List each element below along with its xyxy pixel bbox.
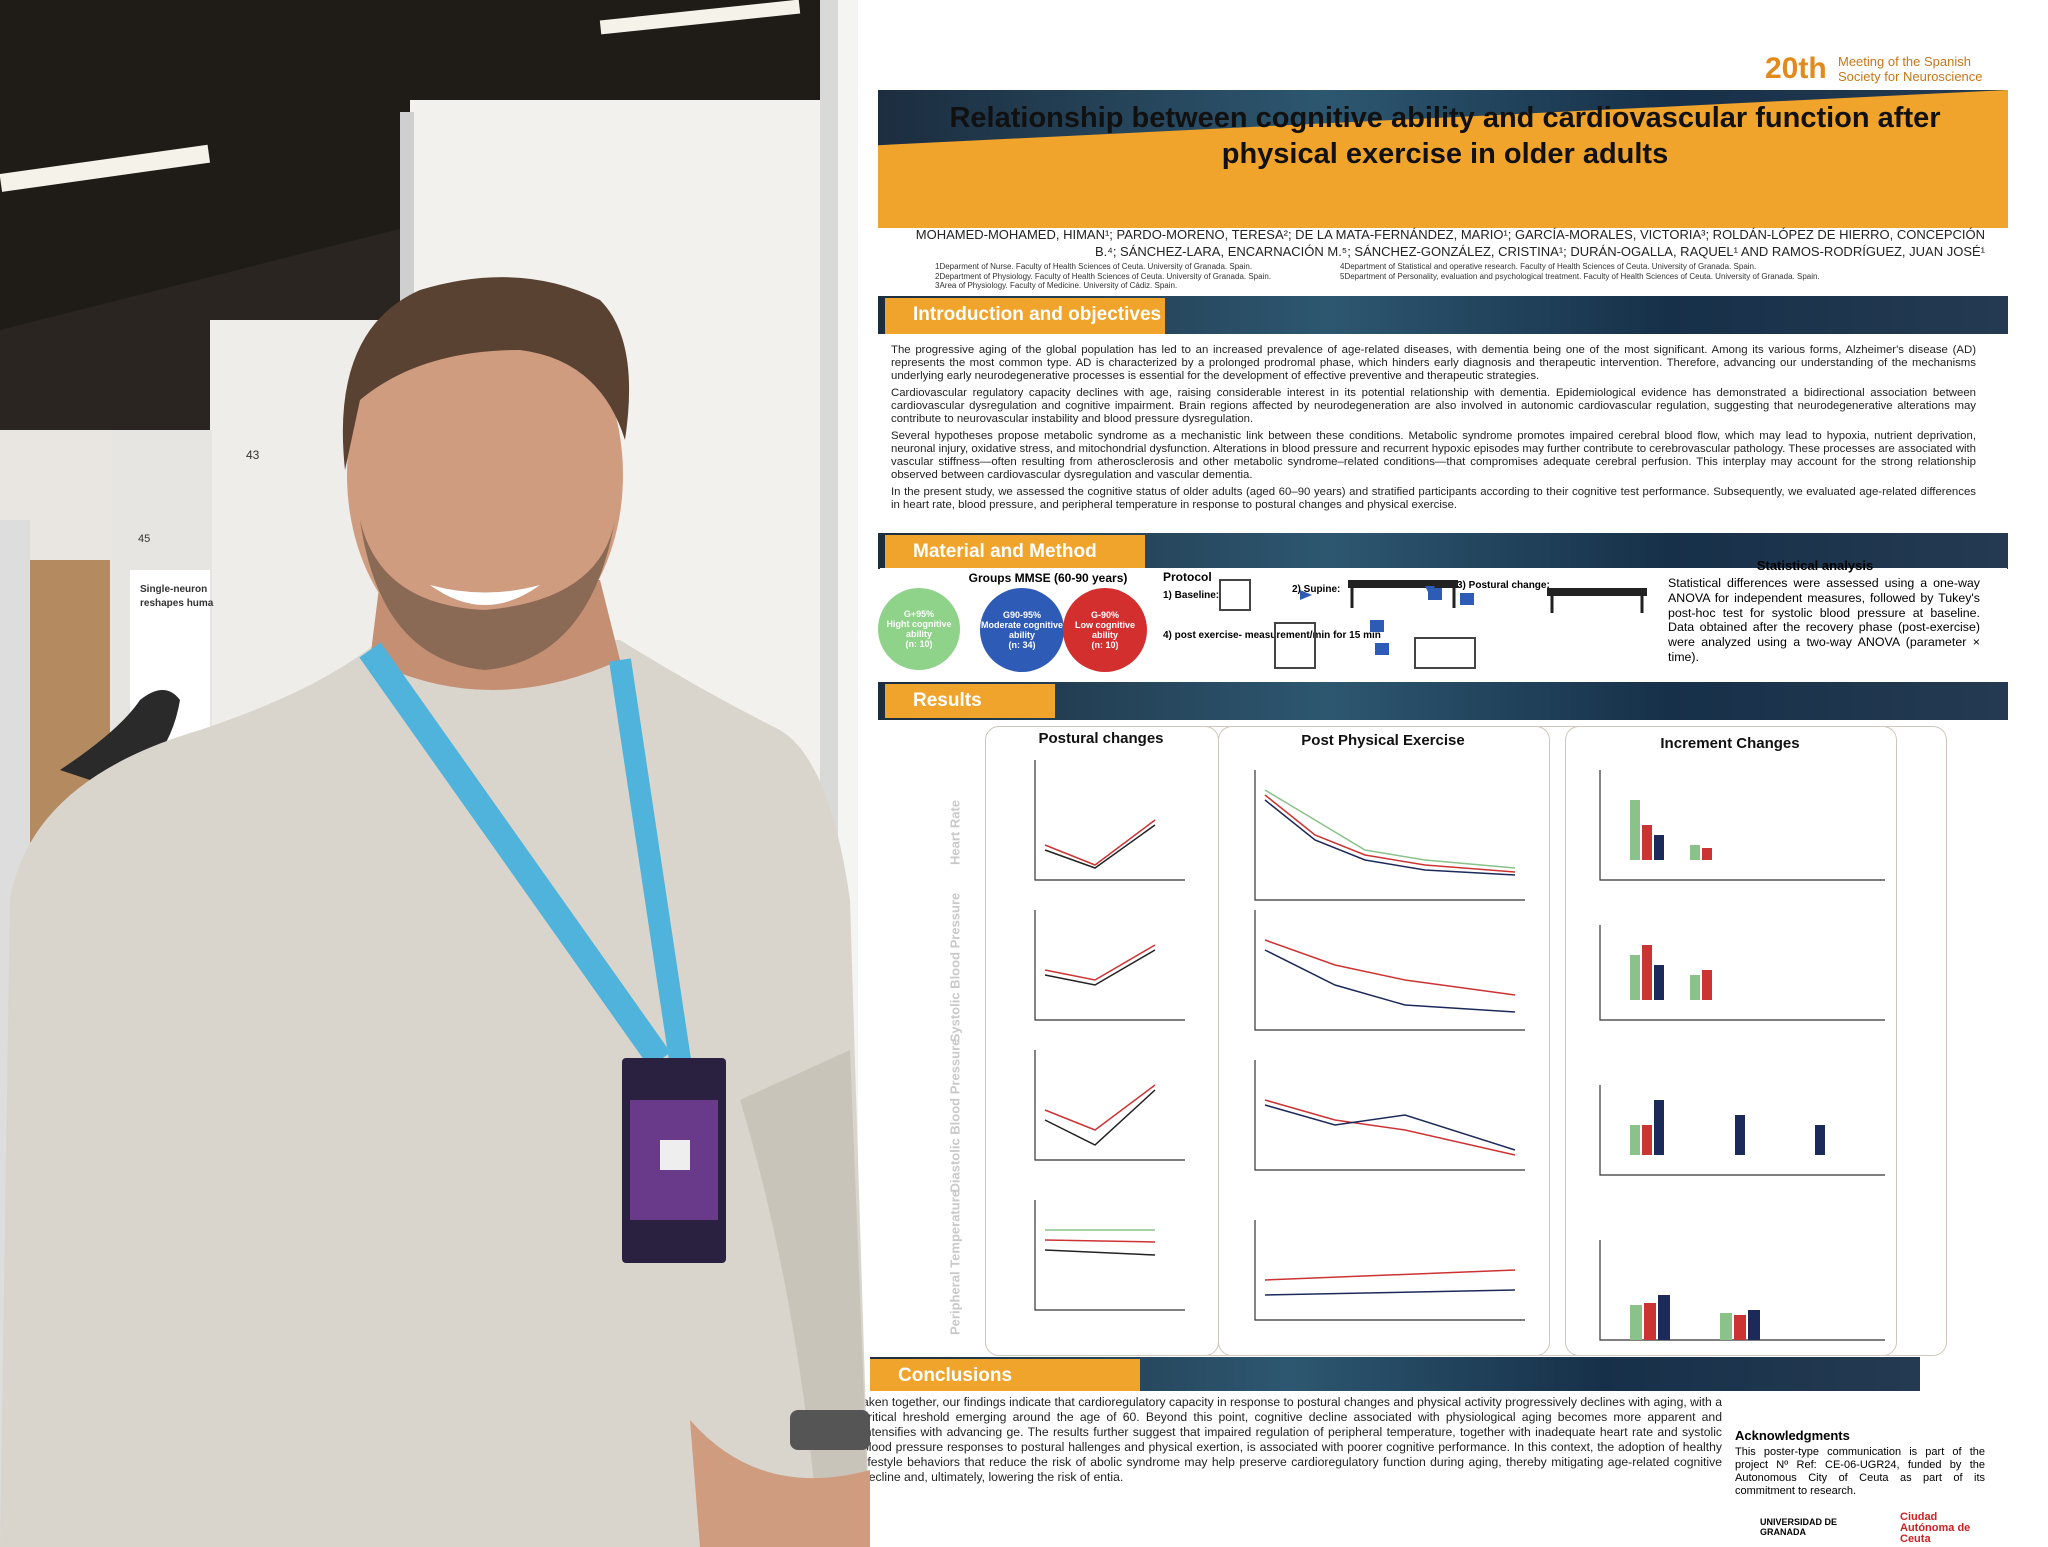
column-title: Postural changes: [1038, 730, 1164, 747]
logo-ugr: UNIVERSIDAD DE GRANADA: [1760, 1517, 1838, 1537]
affiliation: 1Deparment of Nurse. Faculty of Health S…: [935, 262, 1253, 271]
conclusions-text: aken together, our findings indicate tha…: [862, 1395, 1722, 1484]
paragraph: Cardiovascular regulatory capacity decli…: [891, 387, 1976, 425]
stats-text: Statistical differences were assessed us…: [1668, 576, 1980, 664]
affiliations: 1Deparment of Nurse. Faculty of Health S…: [935, 262, 1355, 291]
group-label: Moderate cognitive ability: [980, 620, 1063, 640]
section-heading: Results: [885, 684, 1055, 718]
meeting-name: Meeting of the Spanish Society for Neuro…: [1838, 54, 1983, 84]
group-label: Low cognitive ability: [1074, 620, 1135, 640]
group-code: G-90%: [1090, 610, 1119, 620]
section-heading: Conclusions: [870, 1359, 1140, 1391]
affiliations: 4Department of Statistical and operative…: [1340, 262, 1900, 281]
neighbor-title: reshapes huma: [140, 598, 214, 609]
paragraph: The progressive aging of the global popu…: [891, 344, 1976, 382]
poster-title: Relationship between cognitive ability a…: [949, 102, 1941, 170]
results-column: [985, 726, 1219, 1356]
group-label: Hight cognitive ability: [886, 619, 952, 639]
logo-ceuta: Ciudad Autónoma de Ceuta: [1900, 1511, 1971, 1545]
group-circle: G-90% Low cognitive ability (n: 10): [1063, 588, 1147, 672]
paragraph: Several hypotheses propose metabolic syn…: [891, 430, 1976, 481]
authors: MOHAMED-MOHAMED, HIMAN¹; PARDO-MORENO, T…: [915, 227, 1985, 259]
results-column: [1565, 726, 1897, 1356]
column-title: Post Physical Exercise: [1301, 732, 1465, 749]
board-number: 43: [246, 448, 260, 462]
protocol-title: Protocol: [1163, 570, 1212, 584]
neighbor-title: Single-neuron: [140, 584, 208, 595]
result-thumbnails: [1034, 760, 1885, 1341]
affiliation: 4Department of Statistical and operative…: [1340, 262, 1757, 271]
groups-title: Groups MMSE (60-90 years): [968, 571, 1128, 585]
group-circle: G90-95% Moderate cognitive ability (n: 34): [980, 588, 1064, 672]
affiliation: 2Department of Physiology. Faculty of He…: [935, 271, 1272, 281]
protocol-step: 2) Supine:: [1292, 584, 1341, 595]
group-code: G+95%: [903, 609, 935, 619]
affiliation: 3Area of Physiology. Faculty of Medicine…: [935, 281, 1178, 290]
ack-heading: Acknowledgments: [1735, 1428, 1850, 1443]
section-heading: Introduction and objectives: [885, 298, 1165, 334]
group-code: G90-95%: [1002, 610, 1042, 620]
protocol-step: 3) Postural change:: [1457, 580, 1550, 591]
protocol-step: 4) post exercise- measurement/min for 15…: [1163, 630, 1381, 641]
group-n: (n: 10): [905, 639, 933, 649]
results-column: [1218, 726, 1550, 1356]
paragraph: In the present study, we assessed the co…: [891, 486, 1976, 511]
ack-text: This poster-type communication is part o…: [1735, 1446, 1985, 1497]
group-n: (n: 34): [1008, 640, 1036, 650]
group-circle: G+95% Hight cognitive ability (n: 10): [878, 588, 960, 670]
group-n: (n: 10): [1091, 640, 1119, 650]
meeting-edition: 20th: [1765, 52, 1827, 85]
board-number: 45: [138, 533, 151, 545]
protocol-icons: [1219, 579, 1647, 669]
column-title: Increment Changes: [1660, 735, 1800, 752]
introduction: The progressive aging of the global popu…: [891, 344, 1976, 516]
stats-title: Statistical analysis: [1756, 558, 1874, 573]
affiliation: 5Department of Personality, evaluation a…: [1340, 271, 1820, 281]
protocol-step: 1) Baseline:: [1163, 590, 1220, 601]
section-banner: [878, 682, 2008, 720]
section-heading: Material and Method: [885, 535, 1145, 569]
